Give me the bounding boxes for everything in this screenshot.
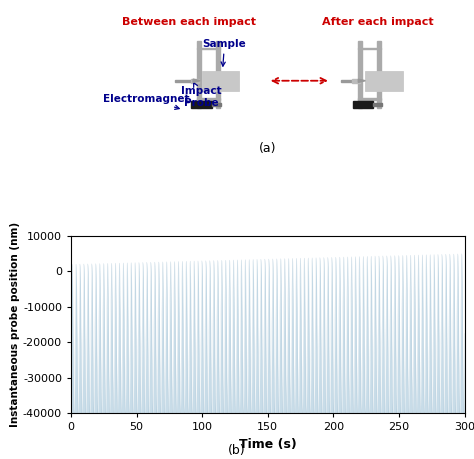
Bar	[197, 40, 201, 107]
X-axis label: Time (s): Time (s)	[239, 438, 297, 451]
Bar	[175, 80, 193, 82]
Bar	[341, 80, 358, 82]
Text: (a): (a)	[259, 142, 276, 155]
Text: After each impact: After each impact	[322, 17, 434, 27]
Bar	[191, 78, 199, 83]
Bar	[358, 98, 381, 100]
Bar	[202, 71, 239, 91]
Polygon shape	[358, 79, 365, 82]
Bar	[212, 103, 220, 106]
Bar	[197, 98, 220, 100]
Polygon shape	[193, 79, 200, 82]
Bar	[353, 101, 373, 108]
Bar	[358, 40, 362, 107]
Bar	[191, 101, 212, 108]
Text: Between each impact: Between each impact	[122, 17, 256, 27]
Bar	[358, 48, 381, 50]
Bar	[365, 71, 403, 91]
Y-axis label: Instantaneous probe position (nm): Instantaneous probe position (nm)	[10, 222, 20, 427]
Text: (b): (b)	[228, 444, 246, 457]
Bar	[352, 78, 360, 83]
Text: Impact
Probe: Impact Probe	[181, 83, 221, 108]
Text: Electromagnet: Electromagnet	[102, 94, 189, 109]
Bar	[377, 40, 381, 107]
Bar	[216, 40, 220, 107]
Bar	[197, 48, 220, 50]
Bar	[373, 103, 382, 106]
Text: Sample: Sample	[203, 39, 246, 66]
